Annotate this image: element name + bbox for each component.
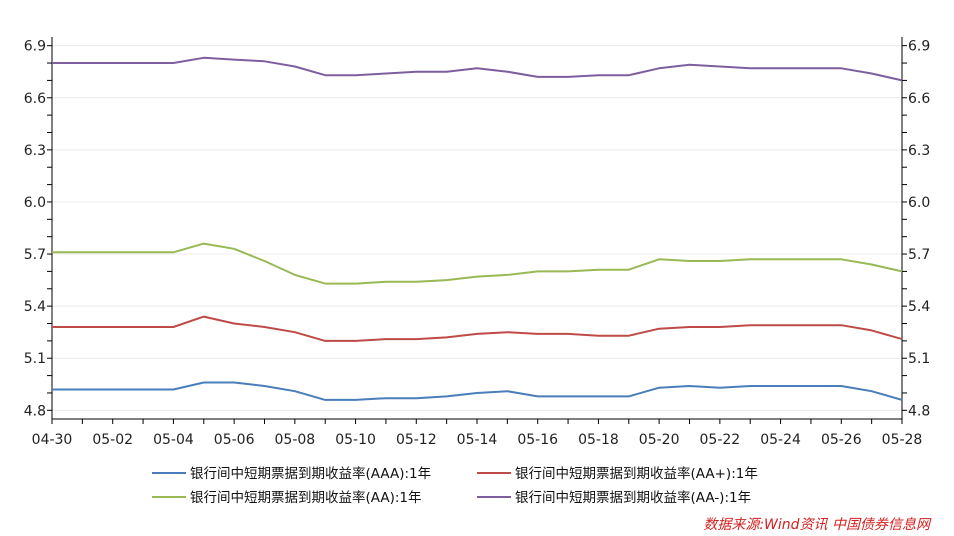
series-line-2 — [52, 242, 903, 285]
y-tick-label-right: 6.9 — [908, 39, 930, 55]
x-tick-label: 05-06 — [214, 432, 255, 448]
x-tick-label: 05-14 — [457, 432, 498, 448]
x-tick-label: 05-28 — [882, 432, 923, 448]
grid-lines — [52, 45, 902, 411]
x-tick-label: 05-20 — [639, 432, 680, 448]
x-tick-label: 05-02 — [92, 432, 133, 448]
x-tick-label: 05-04 — [153, 432, 194, 448]
x-tick-label: 05-26 — [821, 432, 862, 448]
legend-label-1: 银行间中短期票据到期收益率(AA+):1年 — [515, 465, 758, 482]
x-tick-label: 05-22 — [700, 432, 741, 448]
y-tick-label-left: 5.1 — [24, 351, 46, 367]
y-tick-label-right: 6.0 — [908, 195, 930, 211]
y-tick-label-right: 6.3 — [908, 143, 930, 159]
legend-label-3: 银行间中短期票据到期收益率(AA-):1年 — [515, 489, 751, 506]
x-tick-label: 05-24 — [760, 432, 801, 448]
legend-label-2: 银行间中短期票据到期收益率(AA):1年 — [190, 489, 422, 506]
y-tick-label-left: 5.7 — [24, 247, 46, 263]
y-tick-label-right: 6.6 — [908, 91, 930, 107]
y-tick-label-left: 6.3 — [24, 143, 46, 159]
x-tick-label: 05-12 — [396, 432, 437, 448]
legend-label-0: 银行间中短期票据到期收益率(AAA):1年 — [190, 465, 431, 482]
x-tick-label: 05-18 — [578, 432, 619, 448]
y-tick-label-left: 6.6 — [24, 91, 46, 107]
data-source-note: 数据来源:Wind资讯 中国债券信息网 — [703, 517, 932, 533]
y-tick-label-left: 5.4 — [24, 299, 46, 315]
y-tick-label-right: 5.7 — [908, 247, 930, 263]
series-line-3 — [52, 56, 903, 82]
x-tick-label: 05-16 — [517, 432, 558, 448]
y-tick-label-right: 5.1 — [908, 351, 930, 367]
legend: 银行间中短期票据到期收益率(AAA):1年 银行间中短期票据到期收益率(AA+):… — [152, 465, 758, 506]
x-tick-label: 04-30 — [32, 432, 73, 448]
axes: 4.8 4.8 5.1 5.1 5.4 5.4 5.7 5.7 6.0 6.0 6.3 6.3 6.6 6… — [24, 37, 930, 448]
series-line-0 — [52, 381, 903, 401]
y-tick-label-left: 4.8 — [24, 403, 46, 419]
x-tick-label: 05-10 — [335, 432, 376, 448]
series-lines — [52, 56, 903, 401]
y-tick-label-right: 4.8 — [908, 403, 930, 419]
y-tick-label-right: 5.4 — [908, 299, 930, 315]
x-tick-label: 05-08 — [275, 432, 316, 448]
series-line-1 — [52, 315, 903, 342]
y-tick-label-left: 6.9 — [24, 39, 46, 55]
y-tick-label-left: 6.0 — [24, 195, 46, 211]
